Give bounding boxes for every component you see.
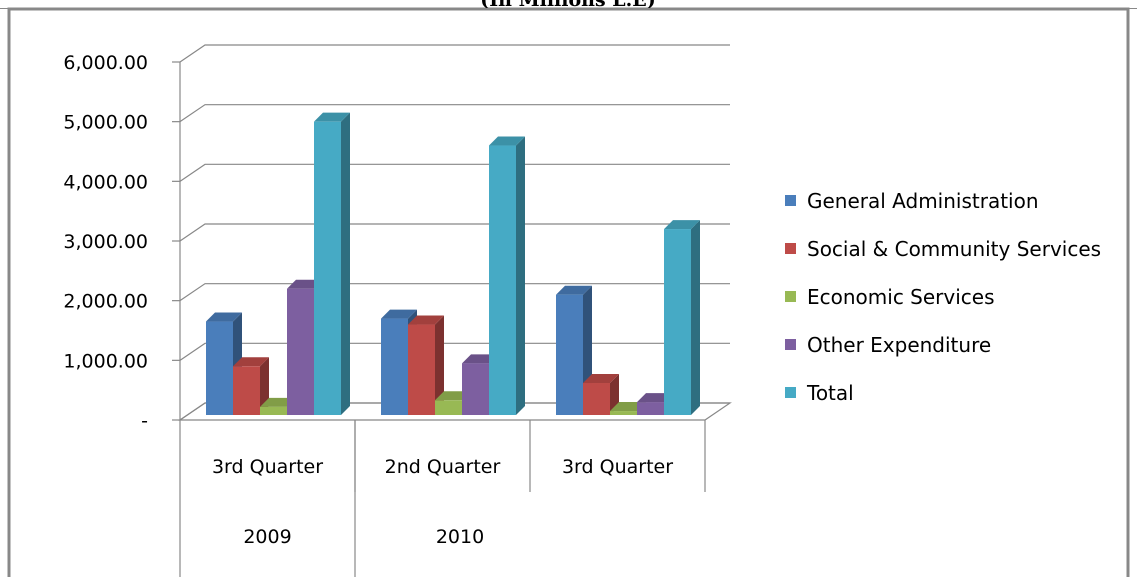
legend-label: General Administration [807,189,1039,213]
grid-line [179,342,730,361]
y-tick-label: 3,000.00 [63,231,148,253]
bar-side [435,315,444,415]
grid-line [179,283,730,302]
top-margin [0,0,1137,7]
chart-subtitle: (In Millions L.E) [480,0,655,11]
bar-top [314,112,350,122]
bar-front [435,400,462,415]
legend-swatch [785,243,796,254]
x-tick-label: 2nd Quarter [385,456,501,478]
legend-label: Social & Community Services [807,237,1101,261]
bar-top [381,309,417,319]
grid-line [179,44,730,63]
grid-line [179,163,730,182]
bar-front [206,321,233,415]
bar-front [408,324,435,415]
grid-line [179,223,730,242]
bar-top [233,357,269,367]
bar-side [516,136,525,416]
bar-front [233,366,260,415]
legend-swatch [785,387,796,398]
y-tick-label: 4,000.00 [63,171,148,193]
legend-swatch [785,195,796,206]
legend-label: Other Expenditure [807,333,991,357]
legend-swatch [785,339,796,350]
bar-front [260,406,287,415]
bar-top [664,220,700,230]
legend-label: Total [806,381,854,405]
bar-front [287,288,314,415]
bar-top [489,136,525,146]
grid-line [179,104,730,123]
group-label: 2009 [243,526,291,548]
bar-side [341,112,350,416]
bar-front [583,383,610,415]
bar-top [556,285,592,295]
y-tick-label: 1,000.00 [63,350,148,372]
x-tick-label: 3rd Quarter [212,456,323,478]
bar [583,374,619,415]
grid-line [179,402,730,421]
bar [233,357,269,415]
bar [664,220,700,415]
bar-front [556,294,583,415]
bar-front [381,318,408,415]
bar [314,112,350,416]
bar-front [637,402,664,415]
bar-front [314,121,341,416]
bar [489,136,525,416]
bar-side [691,220,700,415]
bar-front [664,229,691,415]
bar-top [583,374,619,384]
bar [408,315,444,415]
y-tick-label: 2,000.00 [63,291,148,313]
legend-swatch [785,291,796,302]
bar-top [206,312,242,322]
group-label: 2010 [436,526,484,548]
y-tick-label: - [141,410,148,432]
bar-top [408,315,444,325]
bar-front [489,145,516,416]
bar-front [462,363,489,415]
bar-front [610,411,637,415]
legend-label: Economic Services [807,285,995,309]
frame-top [0,8,1137,9]
y-tick-label: 6,000.00 [63,52,148,74]
y-tick-label: 5,000.00 [63,112,148,134]
x-tick-label: 3rd Quarter [562,456,673,478]
